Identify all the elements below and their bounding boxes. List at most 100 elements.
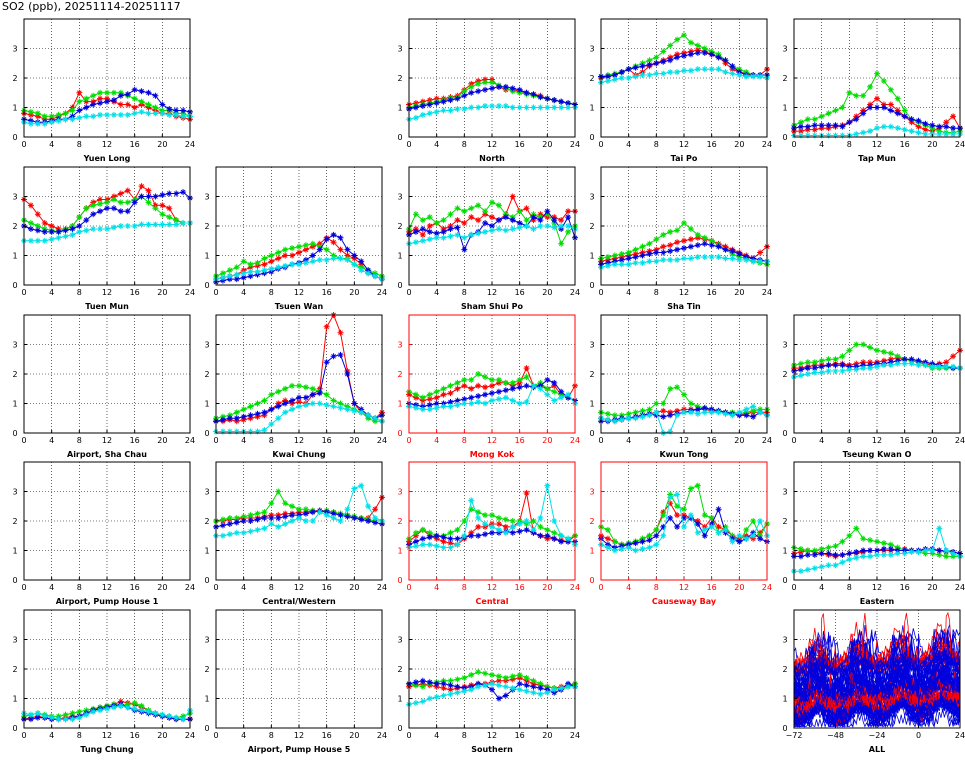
data-point-cyan bbox=[867, 553, 874, 560]
data-point-cyan bbox=[523, 104, 530, 111]
data-point-blue bbox=[708, 242, 715, 249]
data-point-cyan bbox=[523, 518, 530, 524]
data-point-blue bbox=[316, 246, 323, 253]
data-point-cyan bbox=[268, 520, 275, 527]
data-point-red bbox=[34, 211, 41, 218]
data-point-green bbox=[34, 110, 41, 117]
data-point-green bbox=[818, 113, 825, 120]
data-point-red bbox=[523, 365, 530, 372]
data-point-cyan bbox=[530, 689, 537, 696]
x-tick-label: 24 bbox=[762, 288, 772, 297]
x-tick-label: 20 bbox=[349, 436, 359, 445]
data-point-green bbox=[880, 348, 887, 355]
data-point-cyan bbox=[604, 262, 611, 269]
data-point-cyan bbox=[316, 400, 323, 407]
data-point-red bbox=[440, 685, 447, 692]
data-point-green bbox=[124, 199, 131, 206]
data-point-blue bbox=[509, 529, 516, 536]
data-point-cyan bbox=[440, 234, 447, 241]
data-point-green bbox=[48, 113, 55, 120]
y-tick-label: 2 bbox=[782, 370, 787, 379]
data-point-cyan bbox=[694, 66, 701, 73]
station-label: Tap Mun bbox=[858, 154, 896, 163]
data-point-cyan bbox=[110, 224, 117, 231]
x-tick-label: 24 bbox=[570, 288, 580, 297]
data-point-cyan bbox=[874, 551, 880, 558]
data-point-cyan bbox=[894, 550, 901, 557]
y-tick-label: 0 bbox=[204, 429, 209, 438]
data-point-cyan bbox=[282, 262, 289, 269]
data-point-green bbox=[296, 243, 302, 250]
all-trace-line bbox=[793, 663, 961, 699]
data-point-cyan bbox=[853, 554, 860, 561]
y-tick-label: 0 bbox=[12, 724, 17, 733]
data-point-blue bbox=[537, 217, 544, 224]
data-point-green bbox=[653, 236, 660, 243]
data-point-cyan bbox=[867, 365, 874, 372]
data-point-green bbox=[846, 347, 853, 354]
data-point-blue bbox=[867, 547, 874, 554]
data-point-green bbox=[69, 107, 76, 114]
data-point-green bbox=[853, 341, 860, 348]
data-point-green bbox=[537, 523, 544, 530]
data-point-cyan bbox=[604, 416, 611, 423]
data-point-cyan bbox=[874, 363, 880, 370]
y-tick-label: 0 bbox=[397, 576, 402, 585]
data-point-cyan bbox=[475, 515, 482, 522]
data-point-cyan bbox=[104, 111, 110, 118]
x-tick-label: 8 bbox=[654, 288, 659, 297]
data-point-red bbox=[509, 193, 516, 200]
data-point-green bbox=[240, 513, 247, 520]
data-point-cyan bbox=[495, 682, 502, 689]
data-point-cyan bbox=[565, 104, 572, 111]
data-point-cyan bbox=[530, 382, 537, 389]
x-tick-label: 20 bbox=[542, 731, 552, 740]
data-point-blue bbox=[152, 193, 159, 200]
data-point-cyan bbox=[687, 255, 694, 262]
data-point-cyan bbox=[34, 237, 41, 244]
data-point-cyan bbox=[461, 234, 468, 241]
data-point-blue bbox=[90, 101, 97, 108]
y-tick-label: 2 bbox=[589, 517, 594, 526]
data-point-cyan bbox=[152, 110, 159, 117]
data-point-green bbox=[653, 400, 660, 407]
data-point-blue bbox=[825, 362, 832, 369]
data-point-cyan bbox=[289, 261, 296, 268]
data-point-green bbox=[660, 400, 667, 407]
data-point-red bbox=[76, 89, 83, 96]
data-point-cyan bbox=[502, 227, 509, 234]
data-point-green bbox=[97, 89, 104, 96]
data-point-green bbox=[268, 500, 275, 507]
station-label: Central bbox=[476, 597, 509, 606]
data-point-cyan bbox=[846, 366, 853, 373]
x-tick-label: 12 bbox=[487, 583, 497, 592]
data-point-cyan bbox=[412, 543, 419, 550]
data-point-cyan bbox=[660, 70, 667, 77]
data-point-blue bbox=[551, 379, 558, 386]
x-tick-label: 8 bbox=[462, 731, 467, 740]
data-point-green bbox=[247, 512, 254, 519]
data-point-blue bbox=[454, 683, 461, 690]
data-point-red bbox=[454, 217, 461, 224]
data-point-green bbox=[69, 710, 76, 717]
data-point-blue bbox=[860, 110, 867, 117]
x-tick-label: 4 bbox=[434, 583, 439, 592]
data-point-cyan bbox=[632, 259, 639, 266]
data-point-red bbox=[915, 123, 922, 130]
data-point-blue bbox=[330, 353, 337, 360]
data-point-green bbox=[818, 546, 825, 553]
data-point-cyan bbox=[887, 123, 894, 130]
data-point-green bbox=[475, 509, 482, 516]
data-point-green bbox=[681, 391, 687, 398]
x-tick-label: 24 bbox=[570, 140, 580, 149]
data-point-blue bbox=[936, 547, 943, 554]
data-point-blue bbox=[447, 399, 454, 406]
data-point-cyan bbox=[943, 363, 950, 370]
data-point-green bbox=[701, 512, 708, 519]
y-tick-label: 2 bbox=[204, 222, 209, 231]
x-tick-label: −72 bbox=[786, 731, 803, 740]
data-point-cyan bbox=[943, 131, 950, 138]
